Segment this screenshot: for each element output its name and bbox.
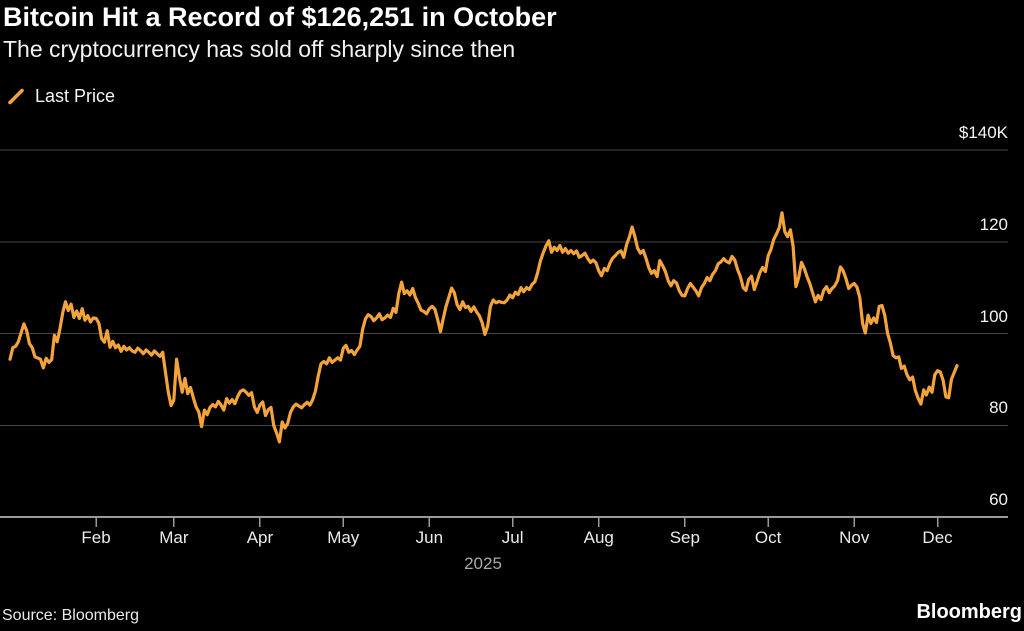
chart-subtitle: The cryptocurrency has sold off sharply … bbox=[3, 36, 516, 62]
x-axis-label: Feb bbox=[81, 528, 111, 547]
x-axis-label: Aug bbox=[583, 528, 614, 547]
bloomberg-logo: Bloomberg bbox=[916, 601, 1022, 623]
x-axis-label: Oct bbox=[754, 528, 782, 547]
chart-title: Bitcoin Hit a Record of $126,251 in Octo… bbox=[3, 2, 557, 32]
x-axis-label: Apr bbox=[246, 528, 274, 547]
x-axis-label: May bbox=[327, 528, 360, 547]
y-axis-label: $140K bbox=[958, 123, 1008, 142]
x-axis-label: Jun bbox=[415, 528, 444, 547]
y-axis-label: 120 bbox=[979, 214, 1008, 234]
line-series-icon bbox=[8, 88, 24, 104]
x-axis-label: Mar bbox=[159, 528, 189, 547]
x-axis-label: Jul bbox=[501, 528, 524, 547]
x-axis-year-label: 2025 bbox=[464, 554, 502, 573]
y-axis-label: 60 bbox=[989, 490, 1008, 509]
legend-label: Last Price bbox=[35, 85, 116, 106]
x-axis-label: Nov bbox=[839, 528, 870, 547]
x-axis-label: Dec bbox=[922, 528, 953, 547]
y-axis-label: 80 bbox=[989, 398, 1008, 418]
source-credit: Source: Bloomberg bbox=[2, 607, 139, 624]
legend: Last Price bbox=[8, 85, 115, 107]
y-axis-label: 100 bbox=[979, 306, 1008, 326]
price-line bbox=[8, 211, 959, 444]
x-axis-label: Sep bbox=[669, 528, 700, 547]
